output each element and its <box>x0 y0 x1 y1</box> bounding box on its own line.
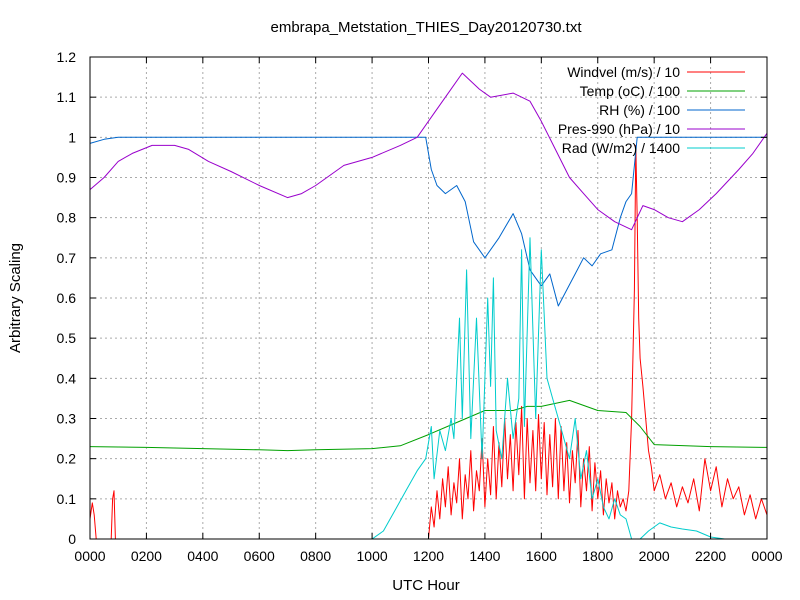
y-tick-label: 0.1 <box>57 491 77 507</box>
x-tick-label: 0000 <box>74 548 105 564</box>
series-line-1 <box>89 399 768 452</box>
y-tick-label: 0 <box>68 531 76 547</box>
x-tick-label: 1200 <box>413 548 444 564</box>
series-layer <box>89 72 768 540</box>
legend-label-2: RH (%) / 100 <box>599 102 680 118</box>
series-line-2 <box>89 136 767 307</box>
x-tick-label: 1800 <box>582 548 613 564</box>
y-tick-label: 0.5 <box>57 330 77 346</box>
y-tick-label: 0.9 <box>57 170 77 186</box>
series-line-4 <box>90 237 767 540</box>
legend: Windvel (m/s) / 10 Temp (oC) / 100 RH (%) … <box>558 64 745 156</box>
y-tick-label: 0.7 <box>57 250 77 266</box>
y-tick-label: 0.2 <box>57 451 77 467</box>
y-tick-label: 0.8 <box>57 210 77 226</box>
legend-label-1: Temp (oC) / 100 <box>580 83 681 99</box>
x-tick-label: 1400 <box>469 548 500 564</box>
y-tick-label: 0.6 <box>57 290 77 306</box>
y-tick-label: 1.1 <box>57 89 77 105</box>
legend-label-0: Windvel (m/s) / 10 <box>567 64 680 80</box>
chart-title: embrapa_Metstation_THIES_Day20120730.txt <box>270 19 582 36</box>
x-tick-label: 0000 <box>751 548 782 564</box>
x-tick-label: 0800 <box>300 548 331 564</box>
x-tick-label: 2200 <box>695 548 726 564</box>
legend-label-3: Pres-990 (hPa) / 10 <box>558 121 680 137</box>
x-axis-label: UTC Hour <box>392 577 460 594</box>
x-tick-label: 0600 <box>244 548 275 564</box>
y-tick-label: 1 <box>68 129 76 145</box>
x-tick-label: 1600 <box>526 548 557 564</box>
x-tick-label: 2000 <box>639 548 670 564</box>
y-axis-label: Arbitrary Scaling <box>7 243 24 353</box>
series-line-0 <box>89 144 768 540</box>
y-tick-label: 0.3 <box>57 411 77 427</box>
y-tick-label: 0.4 <box>57 370 77 386</box>
y-tick-label: 1.2 <box>57 49 77 65</box>
x-tick-label: 0200 <box>131 548 162 564</box>
x-tick-label: 0400 <box>187 548 218 564</box>
x-tick-label: 1000 <box>357 548 388 564</box>
legend-label-4: Rad (W/m2) / 1400 <box>562 140 680 156</box>
series-line-3 <box>89 72 768 231</box>
axis-ticks: 0 0.1 0.2 0.3 0.4 0.5 0.6 0.7 0.8 0.9 1 1.1 1.2 0000 0… <box>57 49 783 564</box>
